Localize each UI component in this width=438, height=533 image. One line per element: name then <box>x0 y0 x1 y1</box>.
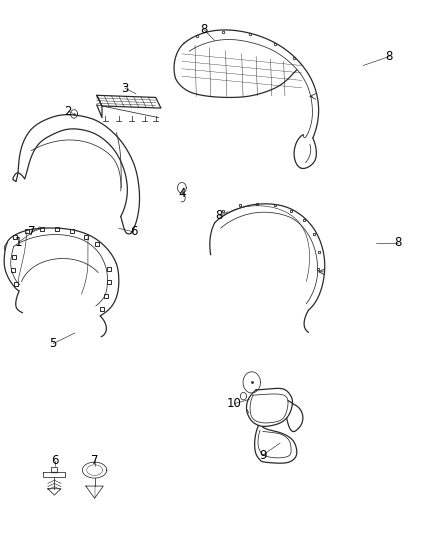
Text: 8: 8 <box>200 23 208 36</box>
Text: 3: 3 <box>121 82 129 95</box>
Text: 7: 7 <box>91 454 98 467</box>
Text: 8: 8 <box>215 209 223 222</box>
Text: 6: 6 <box>52 454 59 467</box>
Text: 8: 8 <box>385 50 393 63</box>
Text: 10: 10 <box>227 397 242 410</box>
Text: 6: 6 <box>130 225 138 238</box>
Text: 2: 2 <box>65 105 72 118</box>
Text: 1: 1 <box>14 236 22 249</box>
Text: 5: 5 <box>49 337 57 350</box>
Text: 9: 9 <box>259 449 266 462</box>
Text: 7: 7 <box>28 225 35 238</box>
Text: 4: 4 <box>178 187 186 200</box>
Text: 8: 8 <box>394 236 402 249</box>
